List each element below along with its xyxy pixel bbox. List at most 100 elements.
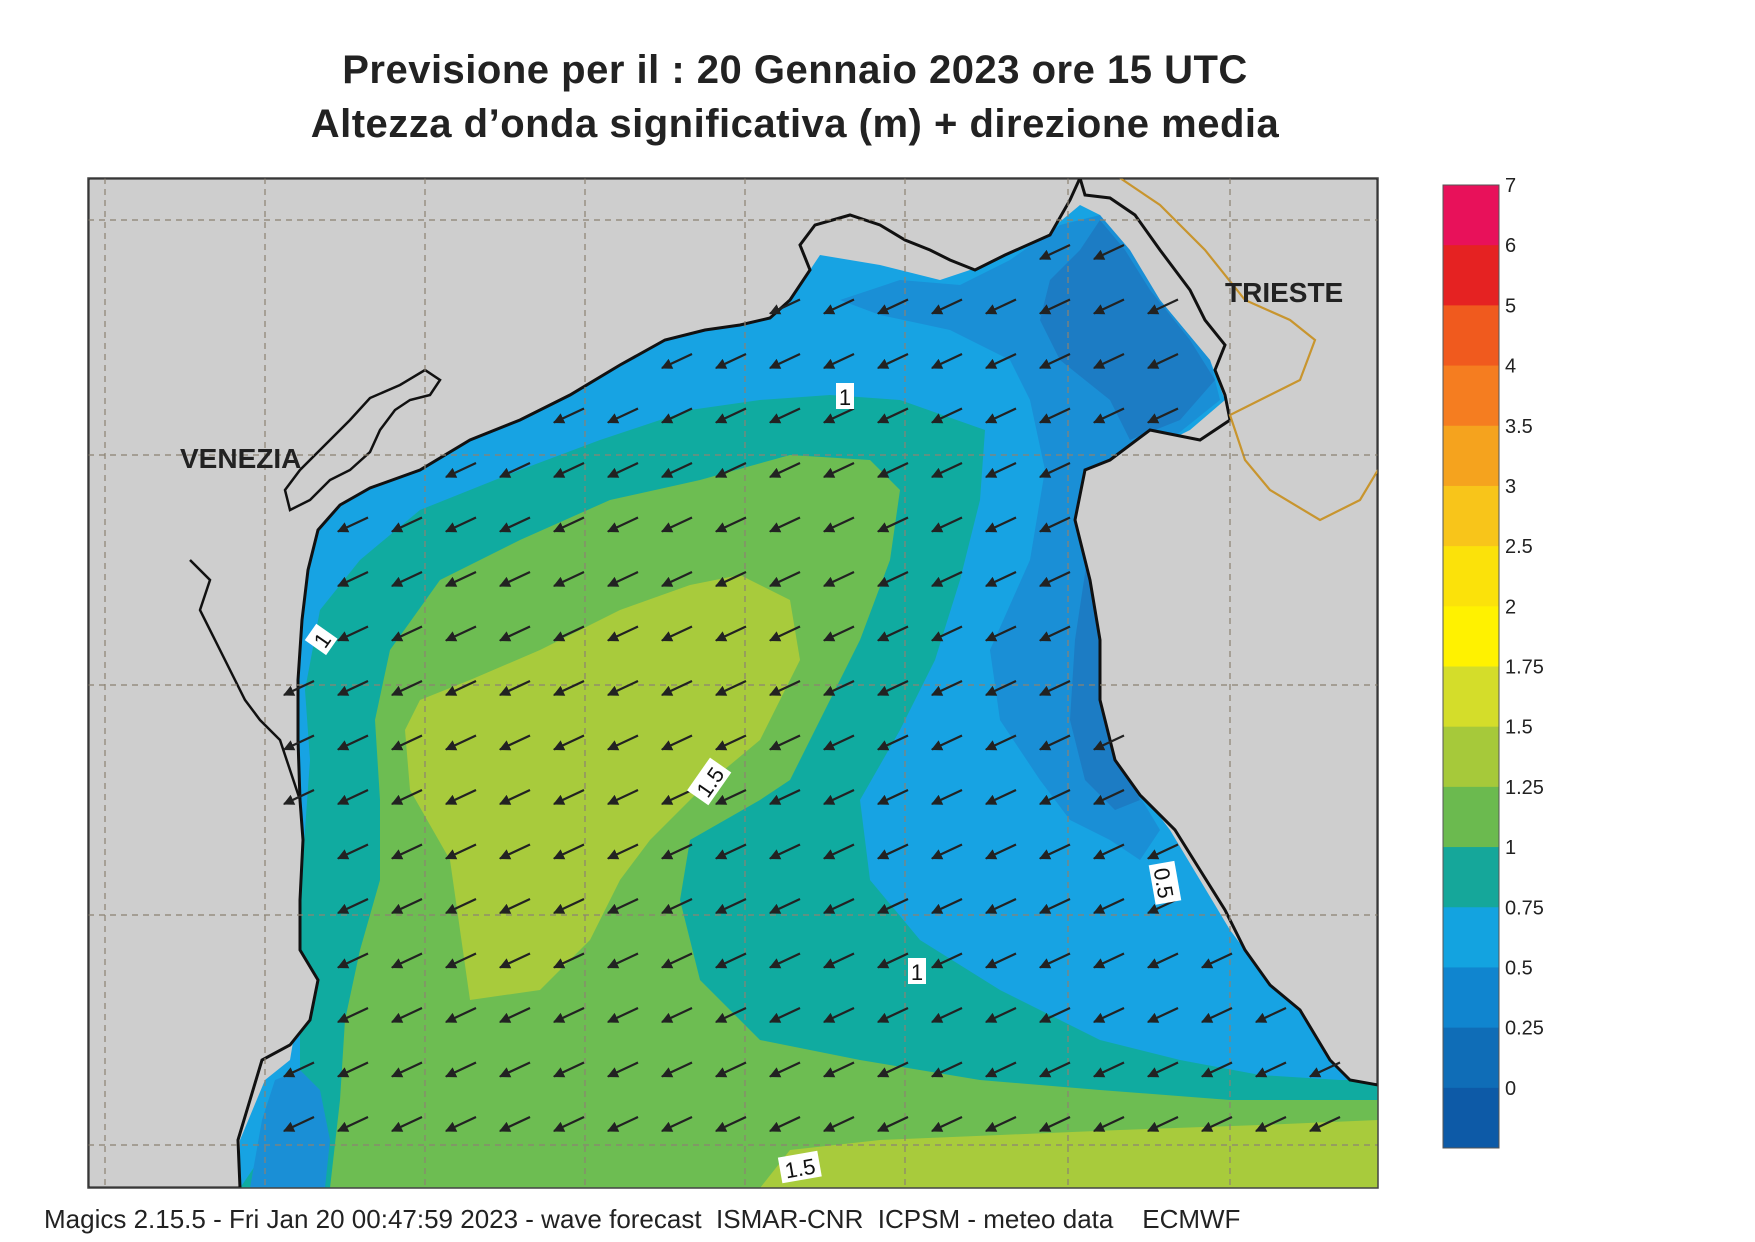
wave-direction-arrow bbox=[607, 952, 639, 969]
wave-direction-arrow bbox=[445, 734, 477, 751]
wave-direction-arrow bbox=[1147, 843, 1179, 860]
wave-direction-arrow bbox=[823, 843, 855, 860]
legend-level-label: 1 bbox=[1505, 837, 1516, 859]
wave-direction-arrow bbox=[931, 734, 963, 751]
wave-direction-arrow bbox=[391, 680, 423, 696]
wave-direction-arrow bbox=[391, 1007, 423, 1023]
wave-direction-arrow bbox=[931, 625, 963, 642]
wave-direction-arrow bbox=[931, 680, 963, 696]
wave-direction-arrow bbox=[823, 789, 855, 805]
wave-direction-arrow bbox=[823, 407, 855, 424]
wave-direction-arrow bbox=[661, 571, 693, 587]
wave-direction-arrow bbox=[1039, 1116, 1071, 1132]
wave-direction-arrow bbox=[823, 353, 855, 369]
wave-direction-arrow bbox=[769, 1116, 801, 1132]
wave-direction-arrow bbox=[769, 952, 801, 969]
wave-direction-arrows bbox=[283, 244, 1341, 1132]
wave-direction-arrow bbox=[715, 952, 747, 969]
wave-direction-arrow bbox=[661, 843, 693, 860]
wave-direction-arrow bbox=[1093, 1061, 1125, 1078]
wave-direction-arrow bbox=[445, 789, 477, 805]
wave-direction-arrow bbox=[1093, 1116, 1125, 1132]
wave-direction-arrow bbox=[877, 1007, 909, 1023]
legend-swatch bbox=[1443, 847, 1499, 908]
wave-direction-arrow bbox=[823, 898, 855, 914]
wave-direction-arrow bbox=[931, 843, 963, 860]
wave-direction-arrow bbox=[445, 843, 477, 860]
wave-direction-arrow bbox=[283, 734, 315, 751]
wave-direction-arrow bbox=[499, 1116, 531, 1132]
wave-direction-arrow bbox=[823, 571, 855, 587]
legend-swatch bbox=[1443, 606, 1499, 667]
wave-direction-arrow bbox=[1039, 516, 1071, 533]
wave-direction-arrow bbox=[337, 625, 369, 642]
wave-direction-arrow bbox=[445, 462, 477, 478]
wave-direction-arrow bbox=[607, 1007, 639, 1023]
wave-direction-arrow bbox=[769, 298, 801, 315]
wave-direction-arrow bbox=[769, 462, 801, 478]
wave-direction-arrow bbox=[1039, 625, 1071, 642]
wave-direction-arrow bbox=[607, 898, 639, 914]
legend-level-label: 0.5 bbox=[1505, 957, 1533, 979]
wave-direction-arrow bbox=[931, 952, 963, 969]
legend-level-label: 2.5 bbox=[1505, 536, 1533, 558]
wave-direction-arrow bbox=[445, 952, 477, 969]
wave-direction-arrow bbox=[877, 898, 909, 914]
city-label-venezia: VENEZIA bbox=[180, 443, 301, 474]
wave-direction-arrow bbox=[1039, 1007, 1071, 1023]
wave-direction-arrow bbox=[1039, 462, 1071, 478]
wave-direction-arrow bbox=[985, 1116, 1017, 1132]
wave-direction-arrow bbox=[823, 625, 855, 642]
wave-direction-arrow bbox=[931, 1116, 963, 1132]
istria-coast bbox=[1073, 178, 1378, 1087]
wave-direction-arrow bbox=[931, 298, 963, 315]
wave-direction-arrow bbox=[661, 898, 693, 914]
wave-direction-arrow bbox=[769, 680, 801, 696]
legend-frame bbox=[1442, 184, 1500, 1149]
wave-direction-arrow bbox=[445, 1061, 477, 1078]
wave-direction-arrow bbox=[1255, 1116, 1287, 1132]
wave-direction-arrow bbox=[1093, 734, 1125, 751]
wave-direction-arrow bbox=[283, 789, 315, 805]
wave-direction-arrow bbox=[715, 516, 747, 533]
wave-direction-arrow bbox=[715, 1061, 747, 1078]
wave-direction-arrow bbox=[1147, 298, 1179, 315]
wave-direction-arrow bbox=[1147, 353, 1179, 369]
wave-direction-arrow bbox=[1093, 898, 1125, 914]
wave-direction-arrow bbox=[607, 1061, 639, 1078]
legend-swatch bbox=[1443, 967, 1499, 1029]
wave-direction-arrow bbox=[1093, 843, 1125, 860]
wave-direction-arrow bbox=[553, 898, 585, 914]
wave-direction-arrow bbox=[1201, 952, 1233, 969]
wave-direction-arrow bbox=[1039, 407, 1071, 424]
wave-direction-arrow bbox=[391, 625, 423, 642]
wave-direction-arrow bbox=[661, 789, 693, 805]
wave-direction-arrow bbox=[337, 571, 369, 587]
wave-direction-arrow bbox=[1039, 1061, 1071, 1078]
wave-direction-arrow bbox=[1147, 1007, 1179, 1023]
wave-direction-arrow bbox=[337, 734, 369, 751]
wave-direction-arrow bbox=[877, 407, 909, 424]
forecast-title: Previsione per il : 20 Gennaio 2023 ore … bbox=[342, 48, 1248, 92]
wave-direction-arrow bbox=[823, 516, 855, 533]
wave-direction-arrow bbox=[823, 1116, 855, 1132]
wave-direction-arrow bbox=[769, 789, 801, 805]
legend-colorbar: 7 6 5 4 3.5 3 2.5 2 1.75 1.5 1.25 1 0.75 0.5 0.25 0 bbox=[1442, 175, 1544, 1149]
wave-direction-arrow bbox=[499, 625, 531, 642]
wave-direction-arrow bbox=[391, 952, 423, 969]
wave-direction-arrow bbox=[769, 516, 801, 533]
wave-direction-arrow bbox=[715, 407, 747, 424]
wave-direction-arrow bbox=[877, 1061, 909, 1078]
wave-direction-arrow bbox=[715, 1007, 747, 1023]
wave-direction-arrow bbox=[985, 516, 1017, 533]
wave-direction-arrow bbox=[1309, 1061, 1341, 1078]
wave-direction-arrow bbox=[661, 1116, 693, 1132]
wave-direction-arrow bbox=[391, 1116, 423, 1132]
wave-direction-arrow bbox=[1093, 789, 1125, 805]
wave-direction-arrow bbox=[877, 1116, 909, 1132]
legend-level-label: 3.5 bbox=[1505, 416, 1533, 438]
wave-direction-arrow bbox=[823, 680, 855, 696]
national-border bbox=[1119, 178, 1378, 522]
wave-direction-arrow bbox=[877, 353, 909, 369]
wave-direction-arrow bbox=[877, 734, 909, 751]
